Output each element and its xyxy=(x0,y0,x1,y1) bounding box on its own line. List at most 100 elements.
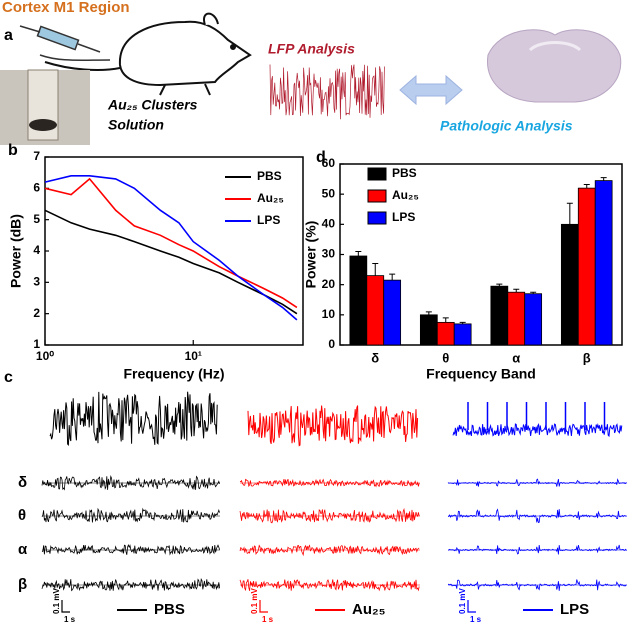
scale-time: 1 s xyxy=(262,615,274,624)
bar xyxy=(507,291,526,346)
bar xyxy=(419,314,438,346)
band-label: θ xyxy=(18,507,26,524)
y-tick-label: 6 xyxy=(33,181,40,195)
signal-trace xyxy=(239,478,420,488)
bar xyxy=(490,285,509,346)
solution-label: Solution xyxy=(108,117,164,133)
bar xyxy=(577,187,596,346)
signal-trace xyxy=(41,544,220,556)
bar xyxy=(383,279,402,346)
y-tick-label: 50 xyxy=(322,186,336,200)
bar xyxy=(349,255,368,346)
vial-photo xyxy=(0,69,90,145)
signal-trace xyxy=(247,405,419,447)
signal-trace xyxy=(49,391,218,446)
y-tick-label: 0 xyxy=(328,337,335,351)
band-label: α xyxy=(18,541,28,558)
y-tick-label: 4 xyxy=(33,243,40,257)
error-bar xyxy=(425,311,432,315)
error-bar xyxy=(372,263,379,276)
panel-label: b xyxy=(8,142,18,159)
solution-label: Au₂₅ Clusters xyxy=(107,97,198,113)
scale-bar xyxy=(467,600,476,613)
signal-trace xyxy=(452,422,623,438)
y-tick-label: 10 xyxy=(322,307,336,321)
panel-label: c xyxy=(4,369,13,386)
legend-label: LPS xyxy=(257,213,280,227)
bar xyxy=(594,180,613,346)
data-line xyxy=(44,177,298,309)
panel-label: d xyxy=(316,149,326,166)
legend-label: LPS xyxy=(560,601,589,618)
x-axis-label: Frequency Band xyxy=(426,366,536,382)
signal-trace xyxy=(447,478,627,487)
signal-trace xyxy=(239,507,420,524)
brain-section xyxy=(487,29,622,103)
x-tick-label: 10¹ xyxy=(185,349,202,363)
signal-trace xyxy=(41,475,220,491)
x-tick-label: β xyxy=(583,350,591,365)
scale-voltage: 0.1 mV xyxy=(458,588,467,614)
y-tick-label: 2 xyxy=(33,306,40,320)
signal-trace xyxy=(239,544,420,557)
y-tick-label: 5 xyxy=(33,212,40,226)
y-tick-label: 20 xyxy=(322,277,336,291)
mouse-illustration xyxy=(44,12,252,96)
legend-label: PBS xyxy=(154,601,185,618)
y-tick-label: 40 xyxy=(322,217,336,231)
error-bar xyxy=(513,288,520,293)
legend-label: Au₂₅ xyxy=(257,191,284,205)
signal-trace xyxy=(41,507,220,523)
x-tick-label: α xyxy=(512,350,520,365)
legend-label: Au₂₅ xyxy=(352,601,386,618)
y-axis-label: Power (%) xyxy=(303,221,319,289)
panel-label: a xyxy=(4,27,13,44)
legend-swatch xyxy=(367,211,387,225)
figure-title: Cortex M1 Region xyxy=(2,0,130,16)
signal-trace xyxy=(239,579,420,592)
error-bar xyxy=(566,202,573,225)
pathologic-label: Pathologic Analysis xyxy=(440,118,573,134)
bar xyxy=(366,275,385,346)
y-tick-label: 3 xyxy=(33,275,40,289)
signal-trace xyxy=(447,508,627,523)
error-bar xyxy=(496,283,503,287)
bar xyxy=(560,223,579,346)
legend-label: Au₂₅ xyxy=(392,188,419,202)
scale-time: 1 s xyxy=(64,615,76,624)
x-tick-label: 10⁰ xyxy=(36,349,54,363)
trace-illustrations xyxy=(41,64,627,592)
x-tick-label: δ xyxy=(371,350,379,365)
y-tick-label: 1 xyxy=(33,337,40,351)
bar xyxy=(436,321,455,346)
y-tick-label: 7 xyxy=(33,149,40,163)
bar xyxy=(524,293,543,346)
legend-swatch xyxy=(367,189,387,203)
syringe-illustration xyxy=(19,25,111,62)
legend-label: LPS xyxy=(392,210,415,224)
double-arrow xyxy=(399,74,463,106)
band-label: δ xyxy=(18,474,27,491)
signal-trace xyxy=(41,577,220,592)
scale-voltage: 0.1 mV xyxy=(52,588,61,614)
legend-label: PBS xyxy=(257,169,282,183)
error-bar xyxy=(600,177,607,181)
error-bar xyxy=(442,317,449,323)
data-line xyxy=(44,175,298,321)
signal-trace xyxy=(447,579,627,591)
error-bar xyxy=(530,291,537,294)
bar xyxy=(453,323,472,346)
error-bar xyxy=(389,273,396,281)
signal-trace xyxy=(269,64,385,120)
band-label: β xyxy=(18,576,27,593)
scale-bar xyxy=(61,600,70,613)
error-bar xyxy=(355,250,362,257)
y-axis-label: Power (dB) xyxy=(8,214,24,288)
plot-frame xyxy=(44,156,304,346)
y-tick-label: 30 xyxy=(322,247,336,261)
lfp-label: LFP Analysis xyxy=(268,41,355,57)
error-bar xyxy=(583,184,590,189)
scale-voltage: 0.1 mV xyxy=(250,588,259,614)
y-tick-label: 60 xyxy=(322,156,336,170)
